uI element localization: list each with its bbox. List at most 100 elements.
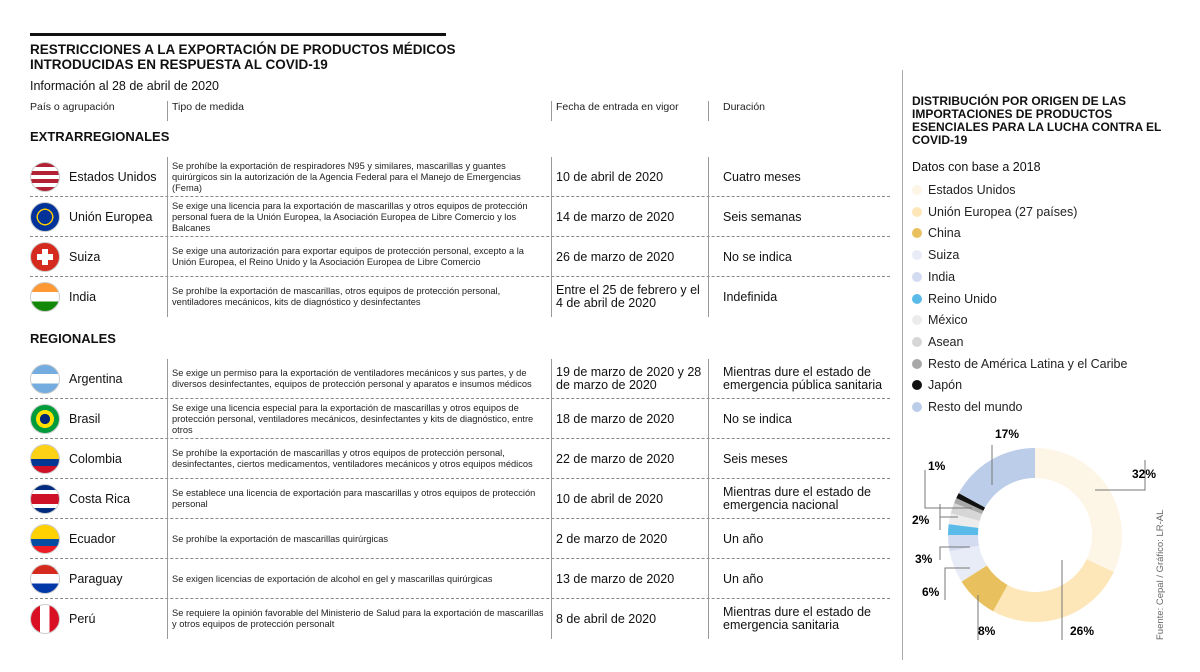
legend-swatch: [912, 315, 922, 326]
duration-cell: Un año: [708, 559, 890, 599]
date-cell: 18 de marzo de 2020: [551, 399, 708, 439]
duration-cell: Indefinida: [708, 277, 890, 317]
date-cell: 26 de marzo de 2020: [551, 237, 708, 277]
legend-swatch: [912, 402, 922, 412]
data-label: 32%: [1132, 467, 1156, 481]
table-row: Costa Rica Se establece una licencia de …: [30, 479, 890, 519]
country-cell: Perú: [30, 599, 166, 639]
duration-cell: Un año: [708, 519, 890, 559]
header-country: País o agrupación: [30, 101, 115, 113]
legend-label: China: [928, 226, 961, 241]
duration-cell: Mientras dure el estado de emergencia na…: [708, 479, 890, 519]
title-rule: [30, 33, 446, 36]
country-cell: Ecuador: [30, 519, 166, 559]
country-name: India: [69, 290, 97, 304]
donut-slice: [956, 493, 986, 511]
donut-slice: [948, 524, 979, 535]
table-row: Suiza Se exige una autorización para exp…: [30, 237, 890, 277]
donut-slice: [949, 545, 987, 582]
flag-ch-icon: [30, 242, 60, 272]
leader-line: [924, 470, 972, 509]
legend-label: Resto de América Latina y el Caribe: [928, 356, 1128, 371]
country-cell: Argentina: [30, 359, 166, 399]
country-cell: Paraguay: [30, 559, 166, 599]
legend-label: Reino Unido: [928, 291, 997, 306]
donut-slice: [950, 502, 983, 521]
data-label: 26%: [1070, 624, 1094, 638]
date-cell: 8 de abril de 2020: [551, 599, 708, 639]
country-name: Unión Europea: [69, 210, 153, 224]
donut-slice: [961, 565, 1008, 612]
country-name: Costa Rica: [69, 492, 131, 506]
table-row: Estados Unidos Se prohíbe la exportación…: [30, 157, 890, 197]
donut-slice: [993, 559, 1114, 622]
legend-item: Resto del mundo: [912, 400, 1023, 414]
country-cell: Suiza: [30, 237, 166, 277]
flag-co-icon: [30, 444, 60, 474]
data-label: 3%: [915, 552, 933, 566]
date-cell: 10 de abril de 2020: [551, 479, 708, 519]
panel-divider: [902, 70, 903, 660]
measure-cell: Se exige un permiso para la exportación …: [167, 359, 550, 399]
date-cell: 13 de marzo de 2020: [551, 559, 708, 599]
country-name: Argentina: [69, 372, 123, 386]
legend-label: Japón: [928, 378, 963, 393]
legend-item: India: [912, 270, 955, 284]
country-name: Colombia: [69, 452, 122, 466]
table-row: Unión Europea Se exige una licencia para…: [30, 197, 890, 237]
table-row: Colombia Se prohíbe la exportación de ma…: [30, 439, 890, 479]
section-extrarregionales: EXTRARREGIONALES: [30, 129, 170, 144]
legend-item: China: [912, 226, 961, 240]
measure-cell: Se prohíbe la exportación de mascarillas…: [167, 519, 550, 559]
header-date: Fecha de entrada en vigor: [551, 101, 679, 121]
country-cell: Costa Rica: [30, 479, 166, 519]
duration-cell: Seis semanas: [708, 197, 890, 237]
duration-cell: Mientras dure el estado de emergencia pú…: [708, 359, 890, 399]
measure-cell: Se exige una licencia para la exportació…: [167, 197, 550, 237]
legend-swatch: [912, 293, 922, 304]
legend-item: Estados Unidos: [912, 183, 1016, 197]
legend-swatch: [912, 358, 922, 369]
date-cell: 10 de abril de 2020: [551, 157, 708, 197]
legend-item: Japón: [912, 378, 962, 392]
duration-cell: No se indica: [708, 237, 890, 277]
legend-label: India: [928, 269, 956, 284]
donut-slice: [958, 448, 1035, 508]
data-label: 17%: [995, 427, 1019, 441]
measure-cell: Se establece una licencia de exportación…: [167, 479, 550, 519]
flag-in-icon: [30, 282, 60, 312]
legend-item: Unión Europea (27 países): [912, 205, 1077, 219]
country-cell: India: [30, 277, 166, 317]
date-cell: Entre el 25 de febrero y el 4 de abril d…: [551, 277, 708, 317]
country-name: Ecuador: [69, 532, 116, 546]
data-label: 2%: [912, 513, 930, 527]
legend-item: Reino Unido: [912, 292, 997, 306]
date-cell: 19 de marzo de 2020 y 28 de marzo de 202…: [551, 359, 708, 399]
country-name: Perú: [69, 612, 96, 626]
table-row: Ecuador Se prohíbe la exportación de mas…: [30, 519, 890, 559]
legend-item: México: [912, 313, 968, 327]
duration-cell: Mientras dure el estado de emergencia sa…: [708, 599, 890, 639]
country-cell: Brasil: [30, 399, 166, 439]
legend-label: Asean: [928, 334, 964, 349]
page-subtitle: Información al 28 de abril de 2020: [30, 79, 220, 93]
legend-item: Asean: [912, 335, 963, 349]
legend-label: Suiza: [928, 248, 960, 263]
flag-us-icon: [30, 162, 60, 192]
leader-line: [939, 546, 970, 560]
flag-py-icon: [30, 564, 60, 594]
measure-cell: Se requiere la opinión favorable del Min…: [167, 599, 550, 639]
data-label: 8%: [978, 624, 996, 638]
table-row: Brasil Se exige una licencia especial pa…: [30, 399, 890, 439]
table-row: Perú Se requiere la opinión favorable de…: [30, 599, 890, 639]
country-cell: Estados Unidos: [30, 157, 166, 197]
measure-cell: Se exige una autorización para exportar …: [167, 237, 550, 277]
legend-swatch: [912, 271, 922, 282]
source-note: Fuente: Cepal / Gráfico: LR-AL: [1155, 509, 1166, 640]
country-cell: Colombia: [30, 439, 166, 479]
donut-chart: 32% 26% 8% 6% 3% 2% 1% 17%: [912, 427, 1156, 640]
date-cell: 22 de marzo de 2020: [551, 439, 708, 479]
country-name: Estados Unidos: [69, 170, 157, 184]
legend-item: Suiza: [912, 248, 959, 262]
flag-pe-icon: [30, 604, 60, 634]
